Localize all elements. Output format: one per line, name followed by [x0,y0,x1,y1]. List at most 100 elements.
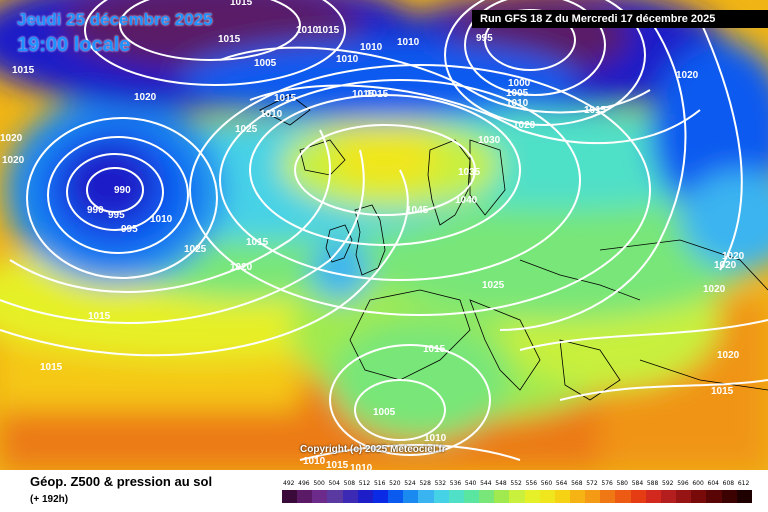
scale-label: 584 [631,480,644,487]
scale-swatch [418,490,434,503]
isobar-label: 1015 [246,237,269,248]
scale-label: 500 [313,480,325,487]
isobar-label: 1015 [584,105,607,116]
scale-label: 568 [571,480,583,487]
isobar-label: 1010 [350,463,373,470]
isobar-label: 1015 [352,89,375,100]
scale-swatch [721,490,737,503]
isobar-label: 990 [87,205,104,216]
isobar-label: 1015 [711,386,734,397]
isobar-label: 1040 [455,195,478,206]
isobar-label: 1025 [235,124,258,135]
scale-swatch [706,490,722,503]
scale-label: 556 [525,480,538,487]
scale-swatch [660,490,677,503]
scale-swatch [509,490,525,503]
scale-swatch [463,490,480,503]
isobar-label: 1015 [230,0,253,8]
color-scale-bar [282,490,752,503]
isobar-label: 995 [121,224,138,235]
scale-label: 580 [616,480,628,487]
scale-label: 592 [662,480,674,487]
scale-label: 528 [419,480,431,487]
scale-swatch [600,490,616,503]
scale-swatch [554,490,570,503]
isobar-label: 1010 [150,214,173,225]
scale-label: 532 [434,480,447,487]
scale-swatch [327,490,343,503]
scale-swatch [372,490,389,503]
isobar-label: 1015 [274,93,297,104]
isobar-label: 1010 [303,456,326,467]
scale-label: 596 [677,480,689,487]
isobar-label: 1010 [506,98,529,109]
scale-swatch [585,490,601,503]
isobar-label: 1000 [508,78,531,89]
isobar-label: 1030 [478,135,501,146]
weather-map: 1015 1015 1015 1020 1020 1020 1015 1005 … [0,0,768,470]
scale-label: 552 [510,480,522,487]
scale-swatch [494,490,510,503]
scale-swatch [433,490,449,503]
isobar-label: 1015 [317,25,340,36]
scale-label: 496 [298,480,310,487]
scale-swatch [282,490,298,503]
isobar-label: 1020 [703,284,726,295]
scale-label: 560 [540,480,553,487]
scale-label: 504 [328,480,340,487]
scale-swatch [479,490,495,503]
isobar-label: 1010 [424,433,447,444]
scale-label: 524 [404,480,416,487]
isobar-label: 1020 [134,92,157,103]
isobar-label: 1010 [397,37,420,48]
isobar-label: 1020 [0,133,23,144]
isobar-label: 990 [114,185,131,196]
isobar-label: 1025 [482,280,505,291]
scale-label: 576 [601,480,613,487]
scale-label: 544 [480,480,492,487]
isobar-label: 1015 [12,65,35,76]
isobar-label: 1015 [40,362,63,373]
scale-swatch [630,490,646,503]
isobar-label: 1010 [336,54,359,65]
scale-swatch [676,490,692,503]
run-info-banner: Run GFS 18 Z du Mercredi 17 décembre 202… [472,10,768,28]
isobar-label: 1020 [717,350,740,361]
isobar-label: 1020 [230,262,253,273]
isobar-label: 1015 [366,89,389,100]
scale-swatch [342,490,358,503]
isobar-label: 1020 [722,251,745,262]
isobar-label: 995 [476,33,493,44]
forecast-local-time: 19:00 locale [17,34,131,56]
isobar-label: 1005 [506,88,529,99]
scale-swatch [615,490,631,503]
isobar-label: 1010 [296,25,319,36]
scale-swatch [691,490,707,503]
scale-label: 512 [358,480,371,487]
scale-swatch [645,490,661,503]
scale-label: 520 [389,480,401,487]
scale-label: 564 [555,480,568,487]
map-canvas: 1015 1015 1015 1020 1020 1020 1015 1005 … [0,0,768,470]
coastlines [259,94,768,401]
isobar-label: 1005 [373,407,396,418]
isobar-label: 1020 [676,70,699,81]
scale-label: 572 [586,480,598,487]
forecast-lead-time: (+ 192h) [30,494,69,505]
isobar-label: 1015 [423,344,446,355]
isobar-label: 1010 [360,42,383,53]
forecast-date: Jeudi 25 décembre 2025 [17,10,213,29]
isobar-labels: 1015 1015 1015 1020 1020 1020 1015 1005 … [0,0,745,470]
scale-label: 536 [449,480,462,487]
scale-swatch [297,490,313,503]
scale-swatch [388,490,404,503]
scale-label: 600 [692,480,704,487]
isobar-label: 1045 [406,205,429,216]
geopotential-field [0,0,768,470]
isobar-label: 1020 [714,260,737,271]
isobar-label: 1015 [218,34,241,45]
scale-swatch [524,490,540,503]
isobar-label: 1035 [458,167,481,178]
scale-swatch [312,490,328,503]
scale-swatch [539,490,555,503]
